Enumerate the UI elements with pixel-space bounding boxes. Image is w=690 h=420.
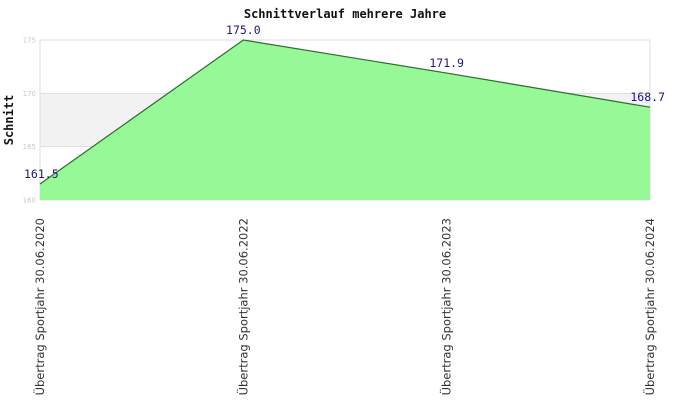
data-label-0: 161.5 [24, 167, 59, 181]
y-tick-label-1: 165 [23, 143, 36, 151]
series-line [39, 39, 651, 185]
x-tick-label-3: Übertrag Sportjahr 30.06.2024 [641, 218, 657, 395]
plot-area: 160 165 170 175 161.5 175.0 171.9 168.7 Übertrag… [23, 23, 665, 395]
x-tick-label-0: Übertrag Sportjahr 30.06.2020 [31, 218, 47, 395]
y-tick-label-0: 160 [23, 197, 36, 205]
series-area [40, 40, 650, 200]
data-label-1: 175.0 [226, 23, 261, 37]
chart-title: Schnittverlauf mehrere Jahre [244, 7, 446, 21]
data-label-2: 171.9 [429, 56, 464, 70]
y-axis-label: Schnitt [2, 95, 16, 146]
data-label-3: 168.7 [630, 90, 665, 104]
y-tick-label-2: 170 [23, 90, 36, 98]
x-tick-label-2: Übertrag Sportjahr 30.06.2023 [438, 218, 454, 395]
y-tick-label-3: 175 [23, 37, 36, 45]
x-tick-label-1: Übertrag Sportjahr 30.06.2022 [234, 218, 250, 395]
